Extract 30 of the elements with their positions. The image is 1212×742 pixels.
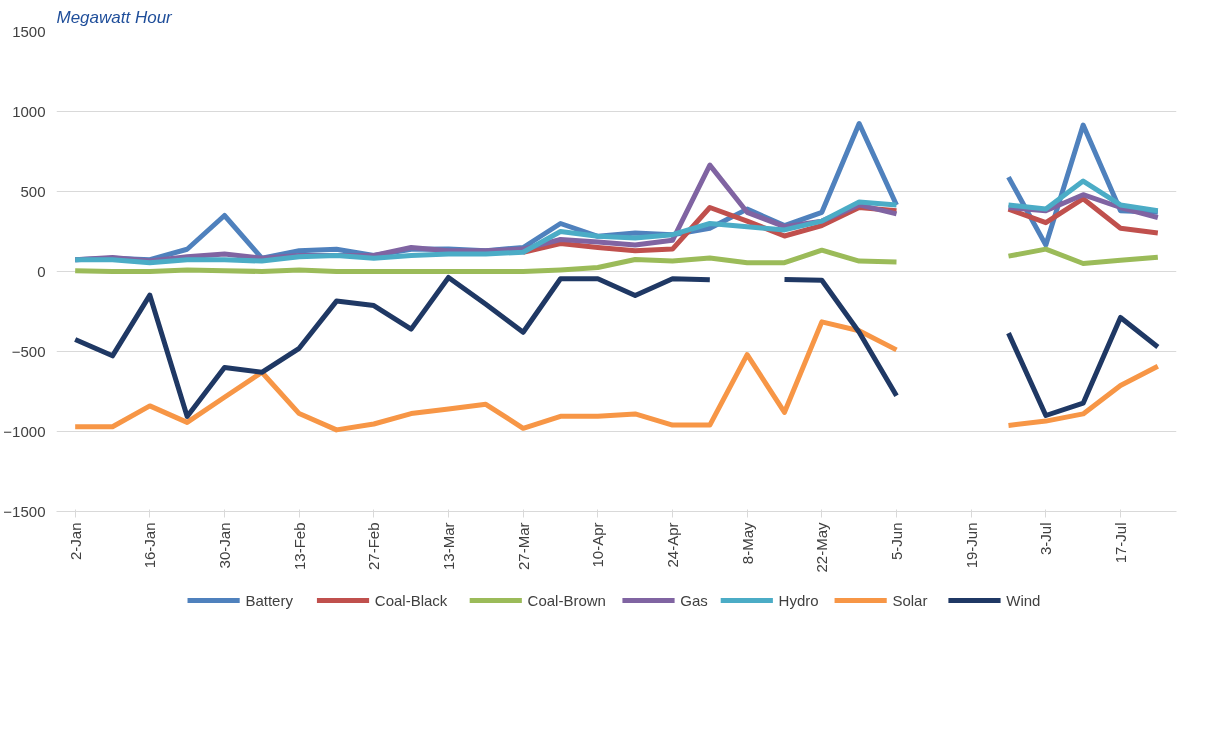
legend-label: Gas [680, 592, 708, 609]
x-tick-label: 30-Jan [216, 522, 233, 569]
legend-label: Hydro [778, 592, 819, 609]
x-tick-label: 24-Apr [664, 522, 681, 568]
x-tick-label: 27-Feb [365, 522, 383, 571]
y-tick-label: −500 [11, 342, 46, 360]
chart-title: Megawatt Hour [56, 7, 174, 27]
legend-label: Wind [1006, 592, 1041, 609]
y-tick-label: 0 [37, 262, 46, 280]
x-tick-label: 16-Jan [141, 522, 159, 569]
y-tick-label: 500 [20, 182, 46, 200]
x-tick-label: 5-Jun [888, 522, 905, 561]
legend-label: Coal-Brown [527, 592, 606, 609]
y-tick-label: −1000 [3, 422, 46, 440]
x-tick-label: 10-Apr [589, 522, 607, 568]
x-tick-label: 17-Jul [1112, 522, 1129, 564]
y-tick-label: 1000 [12, 102, 46, 120]
legend-label: Battery [245, 592, 294, 609]
x-tick-label: 2-Jan [66, 522, 84, 561]
x-tick-label: 13-Mar [440, 522, 457, 571]
y-tick-label: −1500 [3, 502, 46, 520]
legend-label: Coal-Black [374, 592, 448, 609]
x-tick-label: 13-Feb [290, 522, 308, 571]
x-tick-label: 3-Jul [1037, 522, 1055, 556]
y-tick-label: 1500 [12, 22, 46, 40]
x-tick-label: 19-Jun [962, 522, 980, 569]
legend-label: Solar [892, 592, 928, 609]
x-tick-label: 22-May [813, 522, 831, 573]
x-tick-label: 27-Mar [514, 522, 532, 571]
x-tick-label: 8-May [738, 522, 756, 565]
